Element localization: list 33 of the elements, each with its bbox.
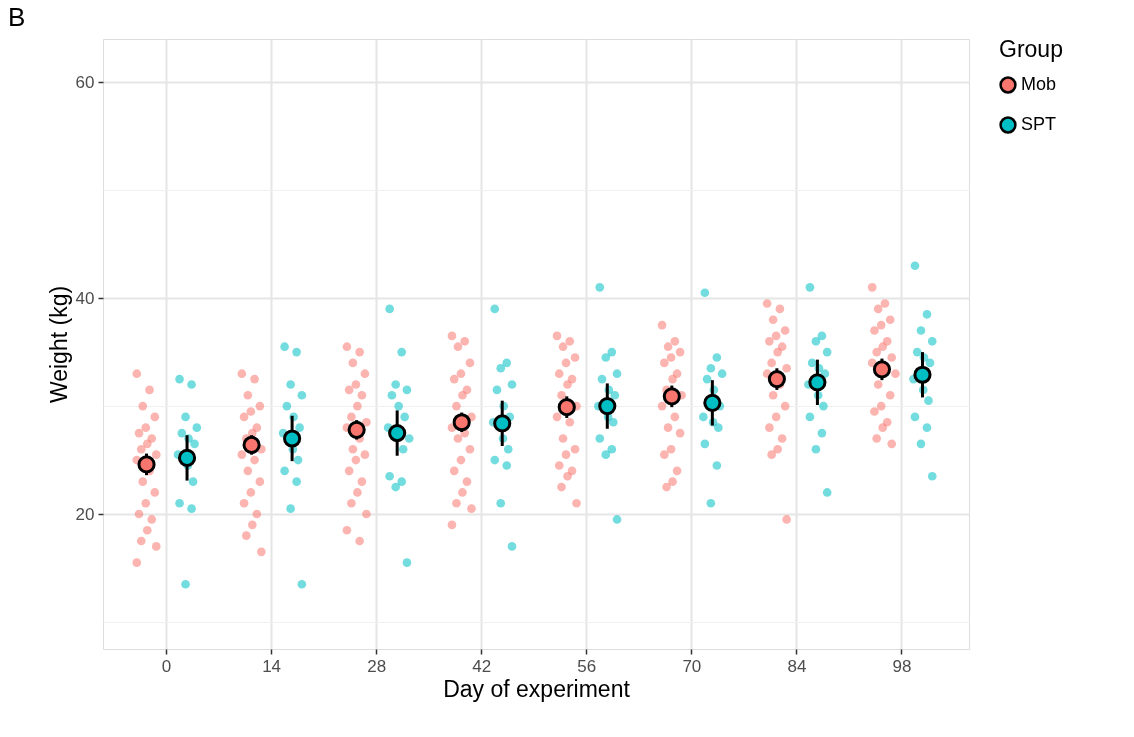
- point: [598, 397, 617, 416]
- x-tick-label: 84: [787, 656, 807, 676]
- point: [872, 360, 892, 379]
- x-tick-label: 28: [367, 656, 387, 676]
- x-tick-label: 14: [262, 656, 282, 676]
- y-axis-title: Weight (kg): [45, 285, 72, 404]
- x-tick-label: 42: [472, 656, 492, 676]
- x-tick-label: 70: [682, 656, 702, 676]
- chart-title: B: [8, 2, 26, 32]
- x-tick-label: 98: [892, 656, 912, 676]
- point: [767, 370, 786, 389]
- point: [283, 429, 302, 448]
- point: [347, 420, 366, 439]
- x-axis-title: Day of experiment: [443, 675, 631, 702]
- point: [137, 455, 156, 474]
- point: [703, 393, 722, 412]
- x-tick-label: 0: [161, 656, 172, 676]
- legend-title: Group: [999, 36, 1063, 62]
- point: [662, 387, 681, 406]
- y-tick-label: 20: [75, 504, 95, 524]
- x-tick-label: 56: [577, 656, 597, 676]
- y-tick-label: 60: [75, 72, 95, 92]
- point: [913, 365, 932, 384]
- point: [493, 414, 512, 433]
- y-tick-label: 40: [75, 288, 95, 308]
- point: [808, 373, 827, 392]
- point: [388, 424, 407, 443]
- point: [177, 448, 197, 467]
- legend-label: Mob: [1021, 74, 1057, 94]
- point: [452, 413, 471, 432]
- legend-label: SPT: [1021, 114, 1057, 134]
- point: [242, 435, 261, 455]
- point: [557, 398, 576, 417]
